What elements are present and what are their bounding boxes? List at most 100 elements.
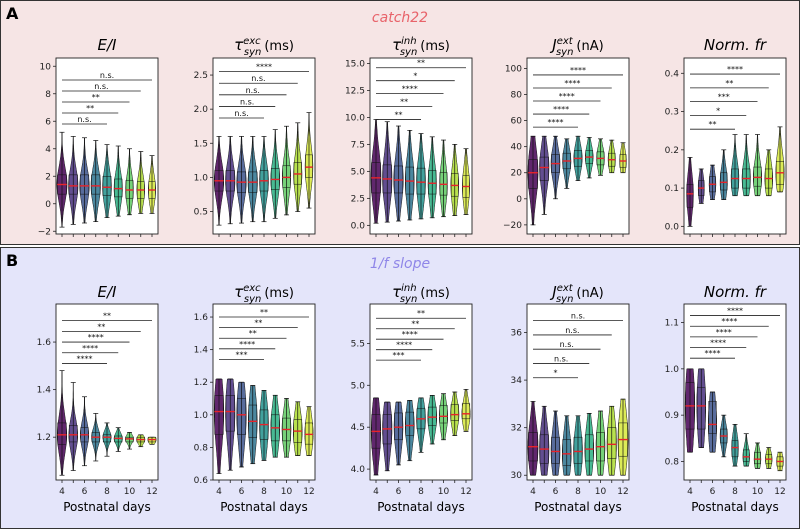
- violin-quartile-box: [696, 387, 706, 430]
- violin-quartile-box: [236, 398, 247, 435]
- significance-label: n.s.: [565, 326, 579, 335]
- subplot-title: Jext syn (nA): [549, 36, 603, 58]
- significance-label: ****: [716, 328, 732, 337]
- significance-label: ****: [553, 105, 569, 114]
- significance-label: ****: [559, 92, 575, 101]
- x-tick-label: 6: [396, 487, 402, 497]
- violin-quartile-box: [551, 436, 560, 464]
- panel-a-label: A: [6, 4, 19, 23]
- violin-quartile-box: [686, 184, 694, 208]
- significance-label: **: [97, 322, 105, 331]
- subplot-title: Norm. fr: [704, 283, 767, 301]
- y-tick-label: 1.4: [194, 346, 209, 356]
- title-unit: (nA): [576, 39, 603, 54]
- x-tick-label: 6: [239, 487, 245, 497]
- violin-quartile-box: [539, 156, 549, 181]
- y-tick-label: 34: [511, 376, 523, 386]
- significance-label: n.s.: [77, 115, 91, 124]
- significance-label: ****: [402, 330, 418, 339]
- y-tick-label: 1.6: [37, 338, 52, 348]
- significance-label: ***: [718, 93, 730, 102]
- y-tick-label: 0.0: [665, 222, 680, 232]
- violin-quartile-box: [753, 166, 762, 187]
- violin-quartile-box: [305, 154, 313, 178]
- significance-label: ****: [710, 339, 726, 348]
- x-axis-label: Postnatal days: [377, 500, 465, 514]
- significance-label: ****: [727, 307, 743, 316]
- violin-quartile-box: [394, 412, 403, 441]
- title-subscript: syn: [244, 294, 261, 305]
- y-tick-label: 0.1: [665, 184, 679, 194]
- x-tick-label: 10: [438, 487, 450, 497]
- subplot-a2: τexc syn (ms) 0.5 1.0 1.5 2.0 2.5 **** n.s. n.s. n.…: [194, 36, 316, 237]
- y-tick-label: 4.5: [351, 423, 365, 433]
- x-tick-label: 12: [303, 487, 314, 497]
- y-tick-label: 10.0: [345, 113, 365, 123]
- title-unit: (ms): [264, 39, 294, 54]
- y-tick-label: 0.0: [351, 221, 366, 231]
- y-tick-label: 1.2: [194, 378, 208, 388]
- violin-quartile-box: [428, 170, 437, 195]
- x-tick-label: 12: [774, 487, 785, 497]
- violin-quartile-box: [754, 451, 761, 465]
- x-axis-label: Postnatal days: [691, 500, 779, 514]
- y-tick-label: 0.4: [665, 69, 680, 79]
- y-tick-label: 0.2: [665, 146, 679, 156]
- x-tick-label: 4: [530, 487, 536, 497]
- title-superscript: inh: [401, 283, 416, 294]
- violin-quartile-box: [461, 403, 471, 420]
- significance-label: **: [249, 329, 257, 338]
- significance-label: n.s.: [234, 109, 248, 118]
- y-tick-label: 40: [511, 143, 523, 153]
- violin-quartile-box: [68, 174, 78, 195]
- title-unit: (ms): [420, 286, 450, 301]
- y-tick-label: 0.3: [665, 108, 679, 118]
- x-axis-label: Postnatal days: [220, 500, 308, 514]
- significance-label: **: [254, 319, 262, 328]
- subplot-a4: Jext syn (nA) −20 0 20 40 60 80 100 **** **** **** **…: [503, 36, 630, 237]
- violin-quartile-box: [731, 440, 739, 458]
- x-tick-label: 4: [59, 487, 65, 497]
- violin-quartile-box: [214, 395, 224, 435]
- significance-label: ****: [721, 317, 737, 326]
- violin-quartile-box: [720, 172, 728, 191]
- panel-a-title: catch22: [372, 10, 428, 26]
- y-tick-label: 0.6: [194, 476, 209, 486]
- y-tick-label: 1.0: [194, 173, 209, 183]
- significance-label: **: [395, 111, 403, 120]
- significance-label: n.s.: [251, 74, 265, 83]
- significance-label: ****: [396, 341, 412, 350]
- subplot-a3: τinh syn (ms)0.02.55.07.510.012.515.0 *****…: [345, 36, 473, 237]
- significance-label: **: [417, 309, 425, 318]
- violin-quartile-box: [573, 436, 583, 464]
- violin-quartile-box: [102, 176, 112, 196]
- title-subscript: syn: [244, 47, 261, 58]
- x-tick-label: 10: [595, 487, 607, 497]
- title-symbol: J: [549, 36, 556, 54]
- significance-label: **: [400, 98, 408, 107]
- subplot-title: τinh syn (ms): [392, 283, 450, 305]
- title-symbol: τ: [234, 283, 244, 301]
- y-tick-label: 60: [511, 117, 523, 127]
- violin-quartile-box: [68, 425, 78, 443]
- significance-label: ****: [570, 66, 586, 75]
- y-tick-label: 0.5: [194, 207, 208, 217]
- violin-quartile-box: [79, 174, 90, 195]
- y-tick-label: 80: [511, 91, 523, 101]
- violin-quartile-box: [528, 159, 538, 189]
- y-tick-label: 4.0: [351, 465, 366, 475]
- x-axis-label: Postnatal days: [63, 500, 151, 514]
- significance-label: ****: [402, 85, 418, 94]
- title-subscript: syn: [400, 47, 417, 58]
- y-tick-label: 8: [45, 90, 51, 100]
- significance-label: ***: [236, 350, 248, 359]
- significance-label: **: [725, 79, 733, 88]
- significance-label: n.s.: [554, 354, 568, 363]
- title-unit: (ms): [420, 39, 450, 54]
- y-tick-label: 30: [511, 471, 523, 481]
- significance-label: **: [92, 93, 100, 102]
- x-tick-label: 8: [575, 487, 581, 497]
- significance-label: ****: [239, 340, 255, 349]
- subplot-title: τexc syn (ms): [234, 283, 294, 305]
- violin-quartile-box: [57, 422, 67, 445]
